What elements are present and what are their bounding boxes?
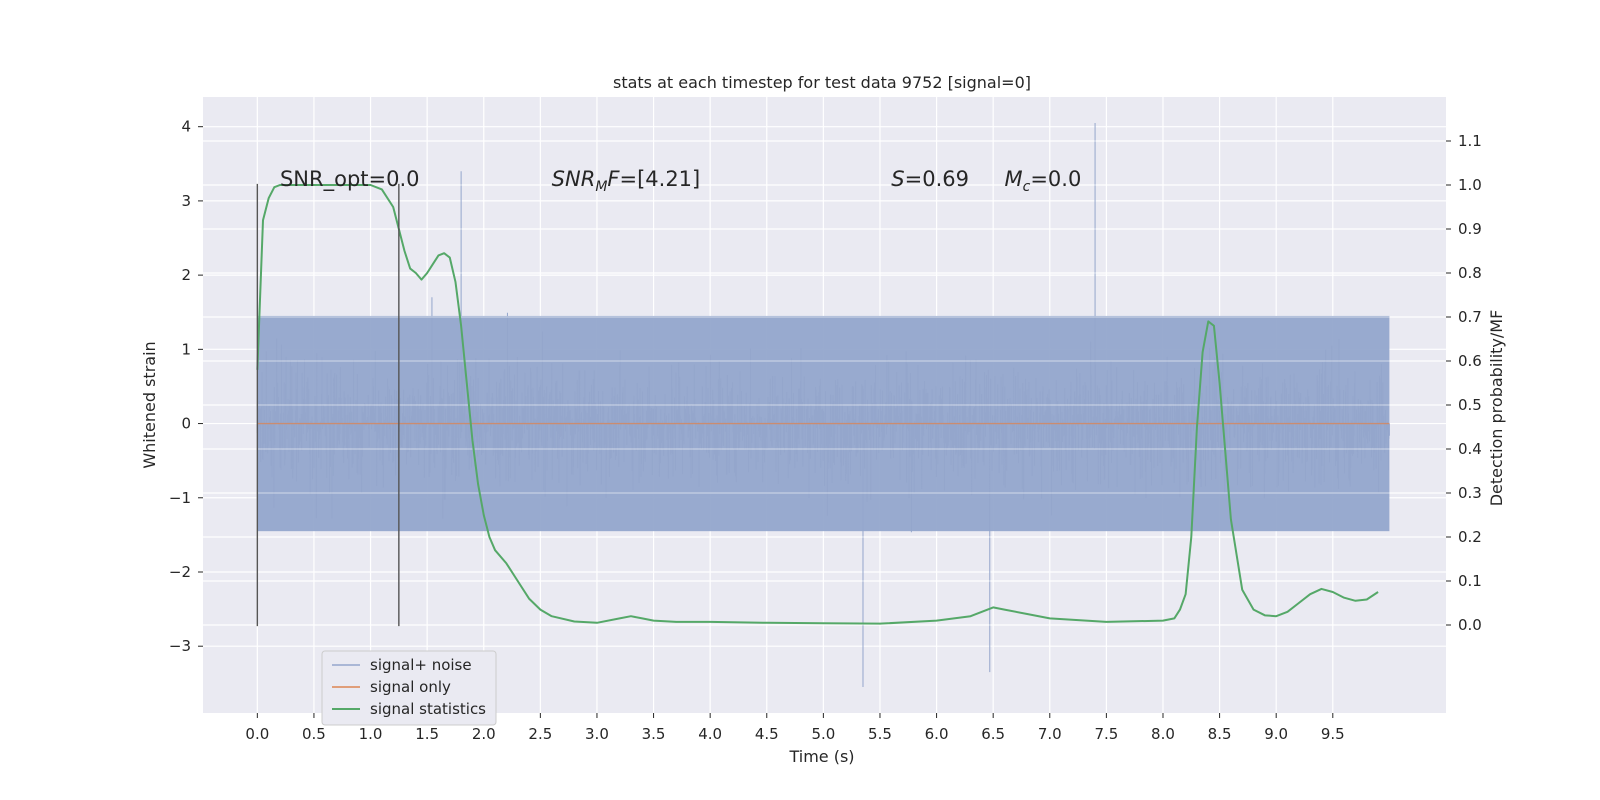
x-tick-label: 2.5	[528, 725, 552, 743]
y2-tick-label: 0.9	[1458, 220, 1482, 238]
x-tick-label: 8.5	[1208, 725, 1232, 743]
y2-tick-label: 0.3	[1458, 484, 1482, 502]
y2-tick-label: 1.1	[1458, 132, 1482, 150]
x-tick-label: 7.5	[1094, 725, 1118, 743]
x-tick-label: 1.0	[359, 725, 383, 743]
legend-box	[321, 650, 497, 726]
x-tick-label: 3.0	[585, 725, 609, 743]
x-tick-label: 5.0	[811, 725, 835, 743]
y2-tick-label: 0.8	[1458, 264, 1482, 282]
annotation: SNR_opt=0.0	[280, 167, 420, 192]
y-tick-label: 4	[181, 118, 191, 136]
annotation: Mc=0.0	[1004, 167, 1081, 195]
x-tick-label: 9.0	[1264, 725, 1288, 743]
y-tick-label: 0	[181, 415, 191, 433]
y-tick-label: 2	[181, 266, 191, 284]
legend-label: signal only	[370, 678, 451, 696]
ticks-layer: 0.0 0.5 1.0 1.5 2.0 2.5 3.0 3.5 4.0 4.5 5.0 5.5 6.0 6…	[169, 118, 1482, 743]
y2-tick-label: 0.5	[1458, 396, 1482, 414]
y-tick-label: −1	[169, 489, 191, 507]
annotation: SNRMF=[4.21]	[552, 167, 701, 195]
y2-tick-label: 0.0	[1458, 616, 1482, 634]
x-tick-label: 6.0	[925, 725, 949, 743]
y2-axis-title: Detection probability/MF	[1487, 310, 1506, 507]
series-signal-statistics	[256, 184, 1379, 625]
x-tick-label: 6.5	[981, 725, 1005, 743]
annotation: S=0.69	[891, 167, 969, 191]
y2-tick-label: 0.2	[1458, 528, 1482, 546]
legend-entry: signal statistics	[332, 700, 486, 718]
chart-title: stats at each timestep for test data 975…	[613, 73, 1031, 92]
x-tick-label: 4.0	[698, 725, 722, 743]
y2-tick-label: 0.7	[1458, 308, 1482, 326]
x-tick-label: 9.5	[1321, 725, 1345, 743]
y2-tick-label: 0.1	[1458, 572, 1482, 590]
markers-layer	[256, 183, 400, 627]
y-tick-label: −2	[169, 563, 191, 581]
y-tick-label: 1	[181, 340, 191, 358]
x-tick-label: 0.5	[302, 725, 326, 743]
x-tick-label: 5.5	[868, 725, 892, 743]
y-axis-title: Whitened strain	[140, 341, 159, 468]
legend-entries: signal+ noise signal only signal statistic…	[332, 656, 486, 718]
x-tick-label: 0.0	[245, 725, 269, 743]
y-tick-label: 3	[181, 192, 191, 210]
legend-label: signal statistics	[370, 700, 486, 718]
x-axis-title: Time (s)	[788, 747, 854, 766]
legend-entry: signal only	[332, 678, 451, 696]
y-tick-label: −3	[169, 637, 191, 655]
x-tick-label: 2.0	[472, 725, 496, 743]
y2-tick-label: 0.6	[1458, 352, 1482, 370]
x-tick-label: 8.0	[1151, 725, 1175, 743]
legend-label: signal+ noise	[370, 656, 472, 674]
x-tick-label: 4.5	[755, 725, 779, 743]
legend: signal+ noise signal only signal statistic…	[321, 650, 497, 726]
y2-tick-label: 0.4	[1458, 440, 1482, 458]
x-tick-label: 3.5	[642, 725, 666, 743]
x-tick-label: 7.0	[1038, 725, 1062, 743]
legend-entry: signal+ noise	[332, 656, 472, 674]
x-tick-label: 1.5	[415, 725, 439, 743]
y2-tick-label: 1.0	[1458, 176, 1482, 194]
series-layer	[256, 184, 1390, 625]
annotations-layer: SNR_opt=0.0 SNRMF=[4.21] S=0.69 Mc=0.0	[280, 167, 1081, 195]
